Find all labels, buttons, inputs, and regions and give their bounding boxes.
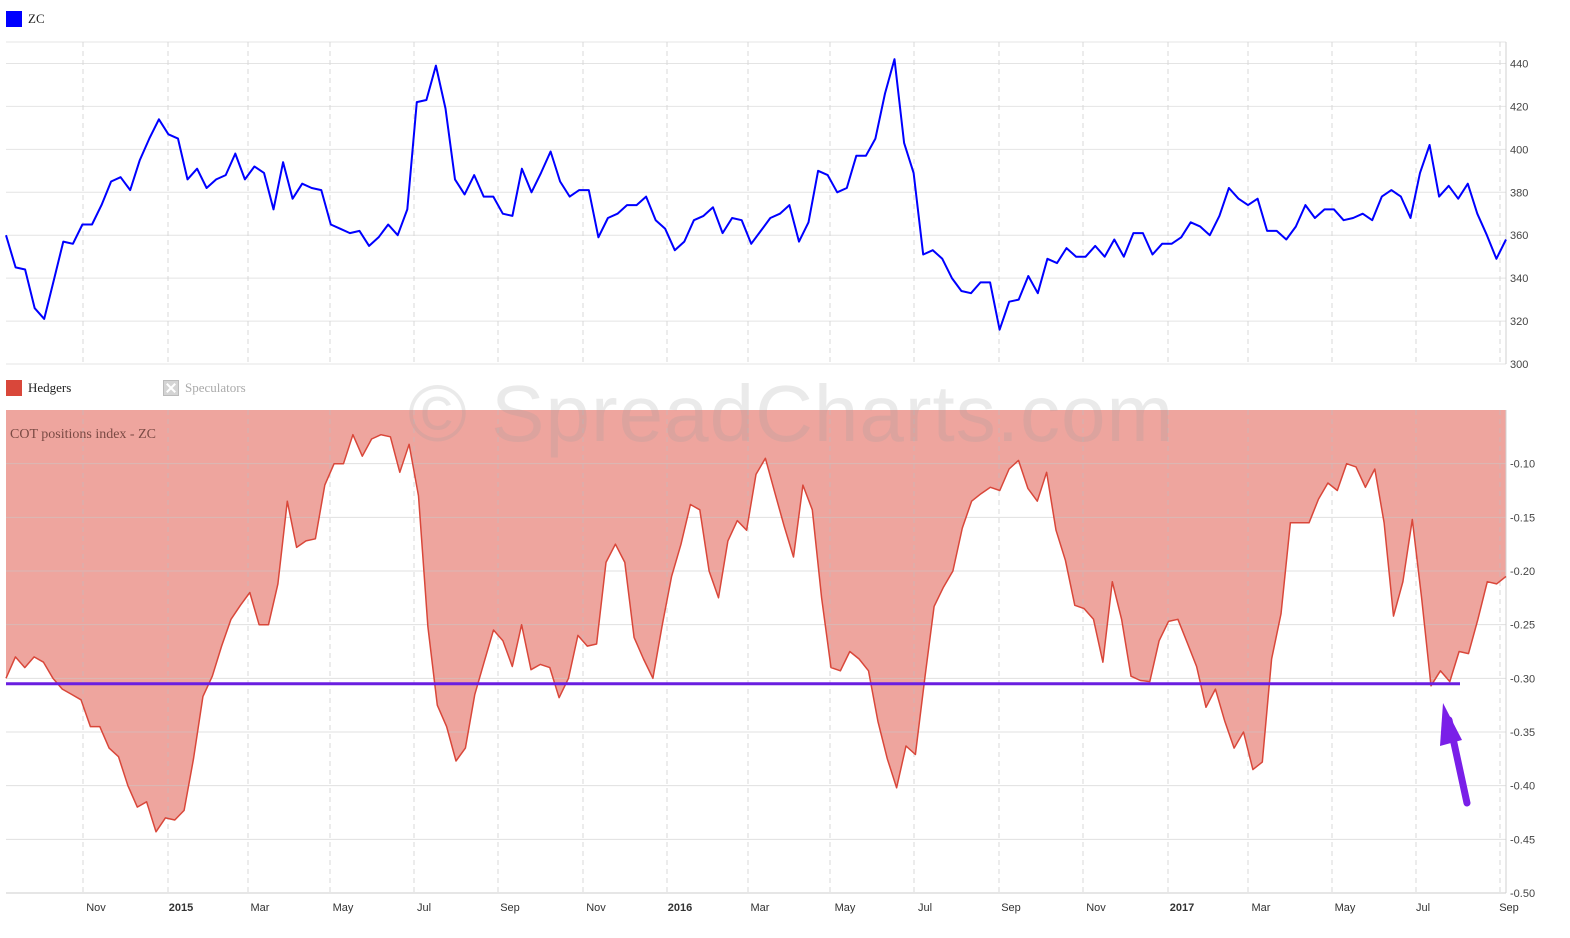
hedgers-swatch-icon: [6, 380, 22, 396]
x-tick-label: Sep: [1001, 902, 1021, 914]
x-tick-label: May: [1335, 902, 1356, 914]
zc-y-tick-label: 440: [1510, 58, 1528, 70]
x-tick-label: 2017: [1170, 902, 1194, 914]
legend-speculators-label: Speculators: [185, 380, 246, 395]
legend-hedgers-label: Hedgers: [28, 380, 72, 395]
zc-swatch-icon: [6, 11, 22, 27]
x-tick-label: Nov: [586, 902, 606, 914]
zc-y-tick-label: 340: [1510, 273, 1528, 285]
zc-y-tick-label: 420: [1510, 101, 1528, 113]
zc-y-tick-label: 360: [1510, 230, 1528, 242]
zc-price-panel: 300 320 340 360 380 400 420 440: [5, 41, 1528, 371]
cot-y-tick-label: -0.25: [1510, 620, 1535, 632]
cot-chart-title: COT positions index - ZC: [10, 427, 156, 442]
x-tick-label: Mar: [251, 902, 270, 914]
cot-y-tick-label: -0.50: [1510, 888, 1535, 900]
hedgers-area-fill: [6, 410, 1506, 832]
cot-y-tick-label: -0.40: [1510, 781, 1535, 793]
cot-y-tick-label: -0.35: [1510, 727, 1535, 739]
legend-zc[interactable]: ZC: [6, 11, 45, 27]
watermark: © SpreadCharts.com: [408, 369, 1175, 458]
x-tick-label: May: [835, 902, 856, 914]
zc-y-tick-label: 300: [1510, 359, 1528, 371]
cot-panel: -0.10 -0.15 -0.20 -0.25 -0.30 -0.35 -0.40 -0.45…: [5, 410, 1535, 914]
cot-y-tick-label: -0.20: [1510, 566, 1535, 578]
zc-y-tick-label: 400: [1510, 144, 1528, 156]
legend-hedgers[interactable]: Hedgers: [6, 380, 71, 396]
cot-y-tick-label: -0.30: [1510, 673, 1535, 685]
x-tick-label: 2016: [668, 902, 692, 914]
x-tick-label: Nov: [86, 902, 106, 914]
zc-y-tick-label: 380: [1510, 187, 1528, 199]
x-tick-label: Mar: [1252, 902, 1271, 914]
x-tick-label: May: [333, 902, 354, 914]
cot-y-tick-label: -0.15: [1510, 512, 1535, 524]
annotation-arrow-head: [1440, 703, 1462, 746]
x-tick-label: Nov: [1086, 902, 1106, 914]
x-tick-label: Jul: [417, 902, 431, 914]
cot-y-tick-label: -0.45: [1510, 834, 1535, 846]
x-tick-label: Jul: [918, 902, 932, 914]
x-tick-label: 2015: [169, 902, 193, 914]
x-tick-label: Sep: [500, 902, 520, 914]
legend-speculators[interactable]: Speculators: [163, 380, 246, 396]
legend-zc-label: ZC: [28, 11, 45, 26]
zc-price-line: [5, 58, 1507, 331]
x-tick-label: Mar: [751, 902, 770, 914]
cot-y-tick-label: -0.10: [1510, 459, 1535, 471]
zc-y-tick-label: 320: [1510, 316, 1528, 328]
x-tick-label: Jul: [1416, 902, 1430, 914]
speculators-hidden-icon: [163, 380, 179, 396]
x-tick-label: Sep: [1499, 902, 1519, 914]
hedgers-line: [5, 433, 1507, 833]
